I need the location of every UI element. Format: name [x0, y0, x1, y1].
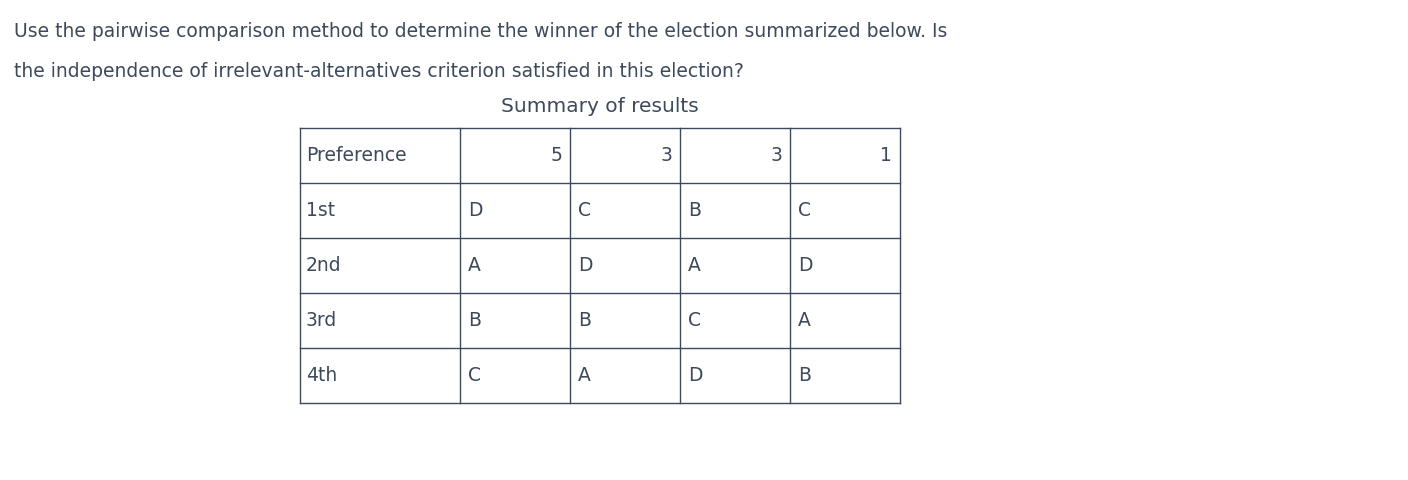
- Text: D: D: [798, 256, 812, 275]
- Text: C: C: [579, 201, 591, 220]
- Text: 2nd: 2nd: [306, 256, 342, 275]
- Text: B: B: [467, 311, 482, 330]
- Text: 1st: 1st: [306, 201, 335, 220]
- Text: the independence of irrelevant-alternatives criterion satisfied in this election: the independence of irrelevant-alternati…: [14, 62, 743, 81]
- Text: C: C: [689, 311, 701, 330]
- Text: 1: 1: [880, 146, 893, 165]
- Text: 5: 5: [551, 146, 562, 165]
- Text: D: D: [579, 256, 593, 275]
- Text: D: D: [467, 201, 483, 220]
- Text: A: A: [467, 256, 482, 275]
- Text: B: B: [689, 201, 701, 220]
- Text: A: A: [579, 366, 591, 385]
- Text: Preference: Preference: [306, 146, 407, 165]
- Text: C: C: [798, 201, 811, 220]
- Text: 3: 3: [770, 146, 781, 165]
- Text: Use the pairwise comparison method to determine the winner of the election summa: Use the pairwise comparison method to de…: [14, 22, 948, 41]
- Text: 3: 3: [660, 146, 672, 165]
- Text: D: D: [689, 366, 703, 385]
- Text: A: A: [689, 256, 701, 275]
- Text: 3rd: 3rd: [306, 311, 338, 330]
- Text: C: C: [467, 366, 482, 385]
- Text: Summary of results: Summary of results: [501, 97, 698, 116]
- Text: B: B: [798, 366, 811, 385]
- Text: A: A: [798, 311, 811, 330]
- Text: B: B: [579, 311, 591, 330]
- Text: 4th: 4th: [306, 366, 338, 385]
